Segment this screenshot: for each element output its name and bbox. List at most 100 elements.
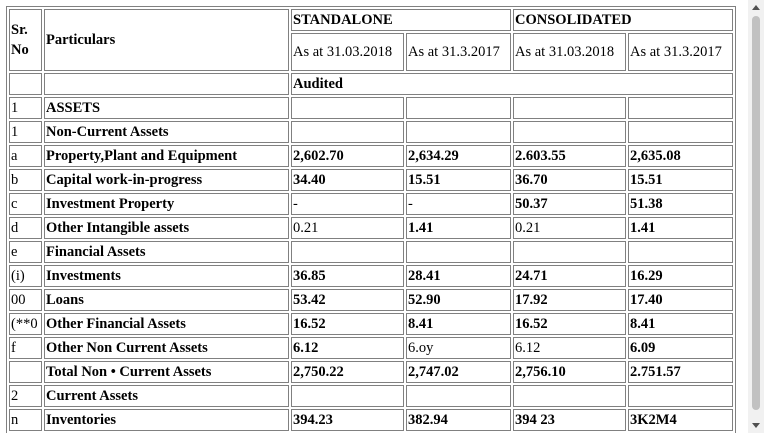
row-value-standalone-2018: 6.12 (291, 337, 404, 359)
table-row: a Property,Plant and Equipment 2,602.70 2,6… (9, 145, 733, 167)
row-sr-no (9, 361, 42, 383)
row-sr-no: c (9, 193, 42, 215)
row-value-standalone-2017: 15.51 (406, 169, 511, 191)
row-sr-no: n (9, 409, 42, 431)
row-value-consolidated-2018 (513, 97, 626, 119)
audited-sr-cell (9, 73, 42, 95)
row-particulars: Property,Plant and Equipment (44, 145, 289, 167)
row-value-standalone-2018 (291, 121, 404, 143)
table-row: d Other Intangible assets 0.21 1.41 0.21 1.41 (9, 217, 733, 239)
row-value-consolidated-2017: 8.41 (628, 313, 733, 335)
sr-no-header: Sr. No (9, 9, 42, 71)
table-row: 00 Loans 53.42 52.90 17.92 17.40 (9, 289, 733, 311)
table-row: 1 Non-Current Assets (9, 121, 733, 143)
audited-row: Audited (9, 73, 733, 95)
table-row: e Financial Assets (9, 241, 733, 263)
scroll-down-arrow-icon[interactable] (748, 417, 764, 433)
row-particulars: Other Financial Assets (44, 313, 289, 335)
row-particulars: Financial Assets (44, 241, 289, 263)
vertical-scrollbar[interactable] (748, 0, 764, 433)
row-value-consolidated-2017: 2,635.08 (628, 145, 733, 167)
table-row: b Capital work-in-progress 34.40 15.51 36.70… (9, 169, 733, 191)
table-row: (i) Investments 36.85 28.41 24.71 16.29 (9, 265, 733, 287)
row-value-consolidated-2018: 36.70 (513, 169, 626, 191)
row-value-standalone-2018: 0.21 (291, 217, 404, 239)
row-value-standalone-2018: 2,750.22 (291, 361, 404, 383)
row-value-standalone-2017 (406, 241, 511, 263)
row-value-standalone-2018: 2,602.70 (291, 145, 404, 167)
audited-label: Audited (291, 73, 733, 95)
row-value-standalone-2018 (291, 97, 404, 119)
row-value-consolidated-2017: 1.41 (628, 217, 733, 239)
row-value-consolidated-2017 (628, 97, 733, 119)
row-sr-no: 2 (9, 385, 42, 407)
table-row: n Inventories 394.23 382.94 394 23 3K2M4 (9, 409, 733, 431)
row-sr-no: a (9, 145, 42, 167)
row-sr-no: 1 (9, 121, 42, 143)
row-particulars: Total Non • Current Assets (44, 361, 289, 383)
row-value-standalone-2018 (291, 241, 404, 263)
row-sr-no: (**0 (9, 313, 42, 335)
row-value-standalone-2018: 36.85 (291, 265, 404, 287)
row-value-consolidated-2018: 0.21 (513, 217, 626, 239)
row-value-consolidated-2018: 394 23 (513, 409, 626, 431)
row-value-standalone-2017: 2,634.29 (406, 145, 511, 167)
row-value-consolidated-2018: 2,756.10 (513, 361, 626, 383)
row-particulars: Other Intangible assets (44, 217, 289, 239)
row-value-standalone-2017: 6.oy (406, 337, 511, 359)
row-particulars: Investment Property (44, 193, 289, 215)
row-value-standalone-2017: 52.90 (406, 289, 511, 311)
particulars-header: Particulars (44, 9, 289, 71)
row-particulars: Investments (44, 265, 289, 287)
sr-no-header-text: Sr. No (11, 22, 29, 58)
table-row: Total Non • Current Assets 2,750.22 2,747.… (9, 361, 733, 383)
standalone-header: STANDALONE (291, 9, 511, 31)
col-standalone-2018: As at 31.03.2018 (291, 33, 404, 71)
table-row: 1 ASSETS (9, 97, 733, 119)
row-sr-no: d (9, 217, 42, 239)
scroll-up-arrow-icon[interactable] (748, 0, 764, 16)
row-value-consolidated-2018: 24.71 (513, 265, 626, 287)
row-particulars: Inventories (44, 409, 289, 431)
row-particulars: ASSETS (44, 97, 289, 119)
row-value-consolidated-2017: 15.51 (628, 169, 733, 191)
header-row-2: As at 31.03.2018 As at 31.3.2017 As at 3… (9, 33, 733, 71)
row-value-consolidated-2017: 16.29 (628, 265, 733, 287)
row-value-standalone-2017 (406, 121, 511, 143)
col-standalone-2017: As at 31.3.2017 (406, 33, 511, 71)
document-viewport: Sr. No Particulars STANDALONE CONSOLIDAT… (6, 6, 736, 433)
row-value-consolidated-2017 (628, 241, 733, 263)
scrollbar-thumb[interactable] (752, 16, 760, 410)
row-sr-no: 00 (9, 289, 42, 311)
balance-sheet-table: Sr. No Particulars STANDALONE CONSOLIDAT… (6, 6, 736, 433)
row-value-standalone-2017: 28.41 (406, 265, 511, 287)
row-value-consolidated-2017: 2.751.57 (628, 361, 733, 383)
table-row: (**0 Other Financial Assets 16.52 8.41 16.52… (9, 313, 733, 335)
row-value-consolidated-2018: 2.603.55 (513, 145, 626, 167)
header-row-1: Sr. No Particulars STANDALONE CONSOLIDAT… (9, 9, 733, 71)
row-particulars: Current Assets (44, 385, 289, 407)
row-value-standalone-2018: 53.42 (291, 289, 404, 311)
row-value-standalone-2017 (406, 97, 511, 119)
row-sr-no: e (9, 241, 42, 263)
row-value-standalone-2018: 394.23 (291, 409, 404, 431)
row-value-consolidated-2017: 17.40 (628, 289, 733, 311)
row-value-consolidated-2018 (513, 241, 626, 263)
row-value-consolidated-2017: 3K2M4 (628, 409, 733, 431)
row-particulars: Loans (44, 289, 289, 311)
row-value-consolidated-2017 (628, 121, 733, 143)
row-value-standalone-2017: - (406, 193, 511, 215)
row-value-consolidated-2017: 6.09 (628, 337, 733, 359)
consolidated-header: CONSOLIDATED (513, 9, 733, 31)
col-consolidated-2017: As at 31.3.2017 (628, 33, 733, 71)
row-value-consolidated-2017 (628, 385, 733, 407)
row-sr-no: b (9, 169, 42, 191)
row-value-consolidated-2018 (513, 385, 626, 407)
row-value-consolidated-2018: 17.92 (513, 289, 626, 311)
row-value-consolidated-2017: 51.38 (628, 193, 733, 215)
row-sr-no: f (9, 337, 42, 359)
row-value-standalone-2017: 8.41 (406, 313, 511, 335)
row-value-standalone-2018: - (291, 193, 404, 215)
table-row: 2 Current Assets (9, 385, 733, 407)
row-value-consolidated-2018: 16.52 (513, 313, 626, 335)
